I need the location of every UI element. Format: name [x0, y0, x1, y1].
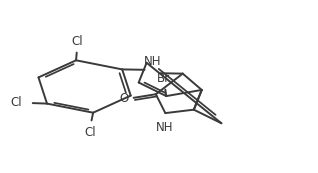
Text: Cl: Cl — [10, 96, 22, 109]
Text: Cl: Cl — [84, 126, 96, 139]
Text: NH: NH — [156, 121, 173, 134]
Text: O: O — [120, 92, 129, 105]
Text: Br: Br — [156, 72, 169, 85]
Text: Cl: Cl — [71, 35, 82, 48]
Text: NH: NH — [144, 55, 161, 68]
